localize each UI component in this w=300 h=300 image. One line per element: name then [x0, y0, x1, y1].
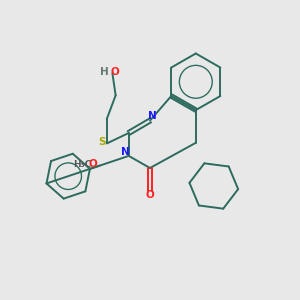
Text: S: S — [98, 137, 105, 147]
Text: O: O — [89, 159, 98, 169]
Text: N: N — [148, 111, 157, 122]
Text: H₃C: H₃C — [73, 160, 91, 169]
Text: N: N — [121, 147, 130, 157]
Text: H: H — [100, 67, 109, 76]
Text: O: O — [111, 67, 120, 76]
Text: O: O — [146, 190, 154, 200]
